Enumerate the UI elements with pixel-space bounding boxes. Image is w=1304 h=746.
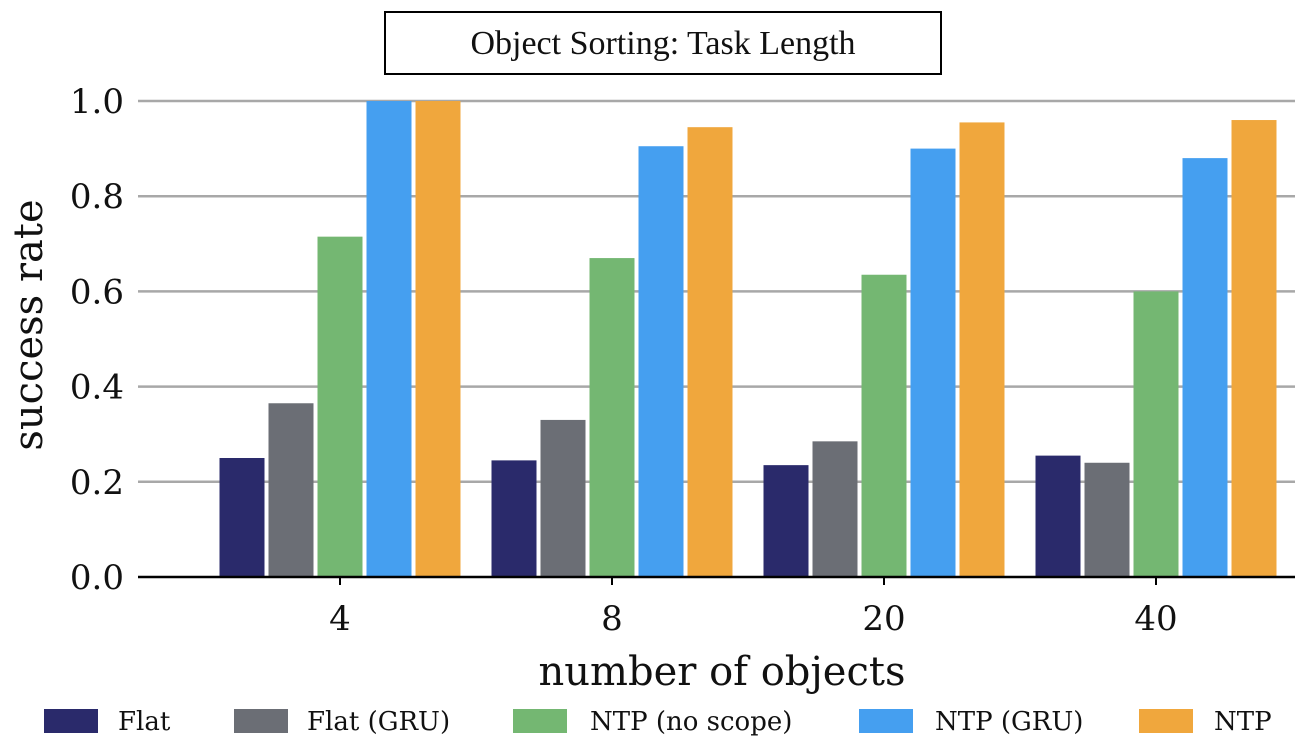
legend: Flat Flat (GRU) NTP (no scope) NTP (GRU) NTP <box>44 707 1272 737</box>
y-axis-title: success rate <box>6 199 52 450</box>
legend-label: NTP <box>1214 707 1272 737</box>
bar <box>491 460 537 577</box>
x-axis-title: number of objects <box>539 649 906 695</box>
x-tick-label: 8 <box>601 599 623 639</box>
y-tick-label: 0.4 <box>70 368 124 408</box>
bar <box>317 236 363 577</box>
bar <box>763 465 809 577</box>
x-tick-labels: 4 8 20 40 <box>329 577 1178 639</box>
y-tick-labels: 0.0 0.2 0.4 0.6 0.8 1.0 <box>70 82 124 598</box>
legend-swatch <box>859 709 913 733</box>
bar <box>1035 455 1081 577</box>
bar <box>638 146 684 577</box>
legend-label: NTP (no scope) <box>590 707 792 737</box>
bar <box>540 419 586 577</box>
x-tick-label: 4 <box>329 599 351 639</box>
chart-title: Object Sorting: Task Length <box>470 25 855 62</box>
legend-label: NTP (GRU) <box>935 707 1083 737</box>
legend-swatch <box>513 709 567 733</box>
bar <box>812 441 858 577</box>
bar <box>1084 462 1130 577</box>
bar <box>959 122 1005 578</box>
bar <box>366 101 412 577</box>
chart-title-box <box>384 11 942 75</box>
bar <box>910 148 956 577</box>
bar <box>1231 120 1277 577</box>
bar <box>861 274 907 577</box>
bar <box>687 127 733 578</box>
legend-label: Flat <box>118 707 171 737</box>
y-tick-label: 0.2 <box>70 463 124 503</box>
bar <box>415 101 461 577</box>
legend-swatch <box>1139 709 1193 733</box>
x-tick-label: 20 <box>862 599 905 639</box>
x-tick-label: 40 <box>1134 599 1177 639</box>
bars <box>219 101 1277 578</box>
legend-swatch <box>44 709 98 733</box>
legend-swatch <box>234 709 288 733</box>
y-tick-label: 1.0 <box>70 82 124 122</box>
bar <box>219 458 265 577</box>
bar <box>589 258 635 577</box>
y-tick-label: 0.8 <box>70 177 124 217</box>
bar <box>268 403 314 577</box>
y-tick-label: 0.0 <box>70 558 124 598</box>
bar <box>1133 291 1179 577</box>
y-tick-label: 0.6 <box>70 272 124 312</box>
legend-label: Flat (GRU) <box>307 707 450 737</box>
bar <box>1182 158 1228 577</box>
